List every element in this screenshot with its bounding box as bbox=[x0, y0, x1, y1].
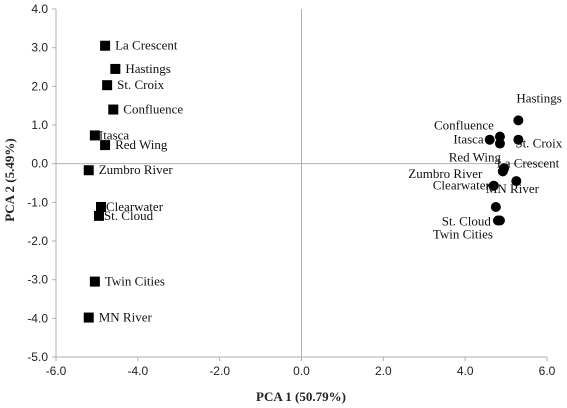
x-tick-label: 6.0 bbox=[539, 364, 556, 378]
square-point bbox=[89, 130, 100, 141]
x-tick-label: -2.0 bbox=[209, 364, 230, 378]
point-label: MN River bbox=[99, 310, 153, 325]
point-label: St. Cloud bbox=[442, 214, 492, 229]
y-tick-label: -3.0 bbox=[27, 273, 48, 287]
square-point bbox=[102, 80, 113, 91]
point-label: Hastings bbox=[125, 61, 170, 76]
point-label: Zumbro River bbox=[99, 162, 174, 177]
point-label: St. Croix bbox=[515, 136, 562, 151]
point-label: Confluence bbox=[434, 118, 494, 133]
square-point bbox=[93, 210, 104, 221]
y-tick-label: -5.0 bbox=[27, 350, 48, 364]
x-tick-label: 2.0 bbox=[375, 364, 392, 378]
point-label: Confluence bbox=[123, 102, 183, 117]
circle-point bbox=[497, 166, 508, 177]
x-tick-label: -6.0 bbox=[46, 364, 67, 378]
circle-point bbox=[488, 180, 499, 191]
circle-point bbox=[513, 134, 524, 145]
square-point bbox=[110, 63, 121, 74]
point-label: Clearwater bbox=[433, 178, 491, 193]
point-label: Itasca bbox=[99, 127, 130, 142]
x-axis-title: PCA 1 (50.79%) bbox=[256, 389, 346, 404]
y-axis-title: PCA 2 (5.49%) bbox=[2, 138, 17, 221]
y-tick-label: 4.0 bbox=[31, 2, 48, 16]
point-label: Red Wing bbox=[449, 149, 502, 164]
circle-point bbox=[494, 131, 505, 142]
point-label: Hastings bbox=[516, 90, 562, 105]
circle-point bbox=[490, 201, 501, 212]
circle-point bbox=[494, 138, 505, 149]
point-label: MN River bbox=[486, 181, 540, 196]
point-label: St. Croix bbox=[117, 77, 164, 92]
square-point bbox=[83, 165, 94, 176]
y-tick-label: -1.0 bbox=[27, 195, 48, 209]
y-tick-label: 3.0 bbox=[31, 41, 48, 55]
y-tick-label: -4.0 bbox=[27, 311, 48, 325]
point-label: Twin Cities bbox=[105, 274, 165, 289]
circle-point bbox=[484, 134, 495, 145]
point-label: Clearwater bbox=[106, 199, 164, 214]
x-tick-label: 4.0 bbox=[457, 364, 474, 378]
point-label: Twin Cities bbox=[433, 227, 493, 242]
y-tick-label: -2.0 bbox=[27, 234, 48, 248]
y-tick-label: 1.0 bbox=[31, 118, 48, 132]
point-label: Itasca bbox=[453, 132, 484, 147]
circle-point bbox=[494, 215, 505, 226]
circle-point bbox=[513, 115, 524, 126]
square-point bbox=[83, 312, 94, 323]
tick-labels-group: 4.0 3.0 2.0 1.0 0.0 -1.0 -2.0 -3.0 -4.0 -5.0-6.0 -… bbox=[27, 2, 555, 378]
data-points-group bbox=[83, 40, 524, 323]
x-tick-label: -4.0 bbox=[127, 364, 148, 378]
circle-point bbox=[511, 176, 522, 187]
point-label: Red Wing bbox=[115, 137, 168, 152]
square-point bbox=[100, 40, 111, 51]
x-tick-label: 0.0 bbox=[293, 364, 310, 378]
point-label: Zumbro River bbox=[408, 166, 483, 181]
square-point bbox=[96, 201, 107, 212]
square-point bbox=[89, 276, 100, 287]
point-label: La Crescent bbox=[115, 38, 178, 53]
point-label: La Crescent bbox=[497, 155, 560, 170]
y-tick-label: 0.0 bbox=[31, 157, 48, 171]
square-point bbox=[100, 140, 111, 151]
point-label: St. Cloud bbox=[104, 208, 154, 223]
y-tick-label: 2.0 bbox=[31, 79, 48, 93]
square-point bbox=[108, 104, 119, 115]
